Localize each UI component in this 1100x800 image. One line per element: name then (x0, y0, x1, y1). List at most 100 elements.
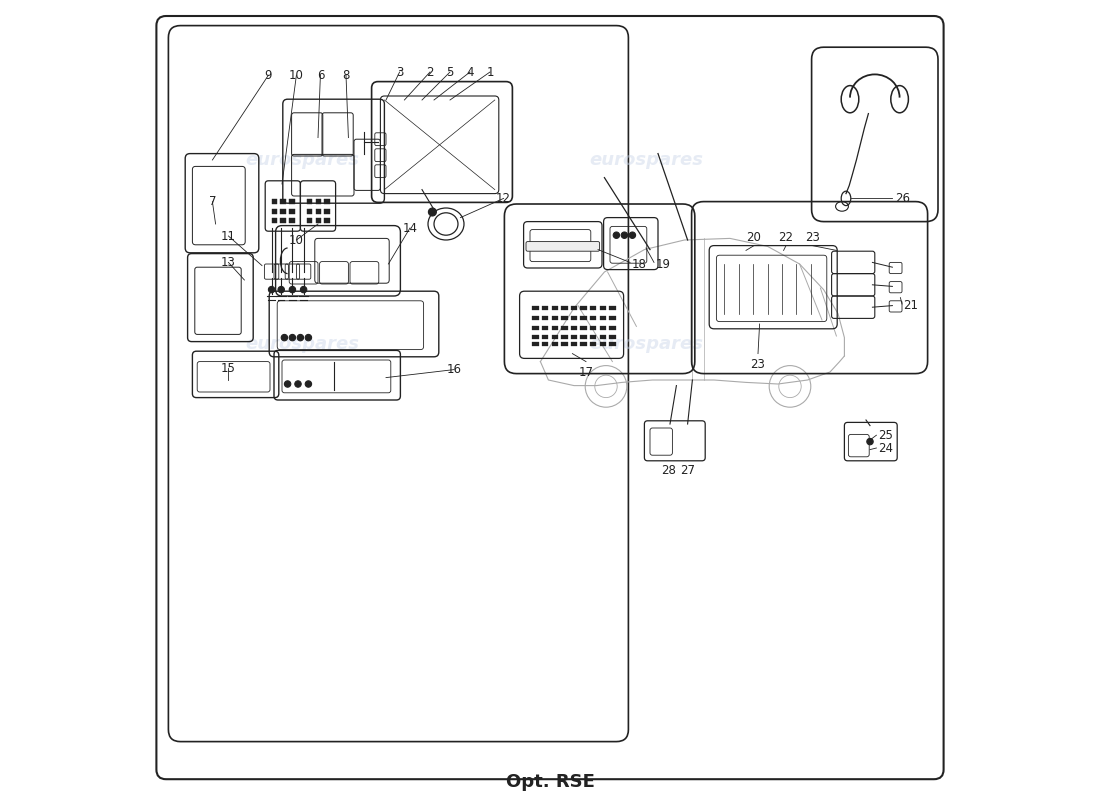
Text: Opt. RSE: Opt. RSE (506, 774, 594, 791)
Circle shape (613, 232, 619, 238)
Bar (307, 218, 312, 223)
Bar (571, 316, 578, 320)
Bar (590, 342, 596, 346)
Circle shape (285, 381, 290, 387)
Bar (561, 306, 568, 310)
Bar (542, 326, 549, 330)
Bar (289, 218, 295, 223)
Text: 12: 12 (496, 192, 512, 205)
Text: 23: 23 (750, 358, 766, 370)
Bar (590, 335, 596, 339)
Text: 25: 25 (878, 429, 893, 442)
Circle shape (289, 334, 296, 341)
Bar (324, 218, 330, 223)
Circle shape (282, 334, 287, 341)
Circle shape (300, 286, 307, 293)
Bar (542, 342, 549, 346)
Text: 20: 20 (747, 231, 761, 244)
Bar (324, 199, 330, 204)
Bar (571, 342, 578, 346)
Text: 1: 1 (486, 66, 494, 78)
Bar (551, 306, 558, 310)
Text: 28: 28 (661, 464, 675, 477)
Circle shape (278, 286, 285, 293)
Bar (551, 316, 558, 320)
Text: 7: 7 (209, 195, 216, 208)
Bar (581, 316, 586, 320)
Circle shape (867, 438, 873, 445)
Bar (316, 199, 321, 204)
Text: 8: 8 (342, 69, 350, 82)
Bar (532, 316, 539, 320)
Text: 23: 23 (805, 231, 820, 244)
Text: 21: 21 (903, 299, 918, 312)
Circle shape (629, 232, 636, 238)
Bar (561, 335, 568, 339)
Text: 15: 15 (221, 362, 235, 374)
Text: 24: 24 (878, 442, 893, 454)
Bar (532, 306, 539, 310)
Bar (609, 306, 616, 310)
Circle shape (268, 286, 275, 293)
Bar (316, 209, 321, 214)
Circle shape (621, 232, 628, 238)
Text: 26: 26 (895, 192, 911, 205)
Text: 2: 2 (427, 66, 433, 78)
Text: 10: 10 (289, 234, 304, 246)
Text: 3: 3 (396, 66, 404, 78)
Circle shape (295, 381, 301, 387)
Bar (324, 209, 330, 214)
Bar (609, 335, 616, 339)
Bar (600, 342, 606, 346)
Bar (590, 316, 596, 320)
Circle shape (428, 208, 437, 216)
Text: 22: 22 (779, 231, 793, 244)
Text: 14: 14 (403, 222, 418, 234)
Bar (272, 209, 277, 214)
Circle shape (289, 286, 296, 293)
Bar (581, 326, 586, 330)
Bar (316, 218, 321, 223)
Bar (542, 335, 549, 339)
Text: 18: 18 (631, 258, 647, 270)
Text: 4: 4 (466, 66, 474, 78)
Circle shape (297, 334, 304, 341)
Bar (542, 316, 549, 320)
Bar (609, 326, 616, 330)
Bar (280, 218, 286, 223)
Bar (561, 326, 568, 330)
FancyBboxPatch shape (526, 242, 600, 251)
Bar (600, 335, 606, 339)
Bar (551, 326, 558, 330)
Bar (600, 306, 606, 310)
Text: 19: 19 (656, 258, 671, 270)
Text: 27: 27 (680, 464, 695, 477)
Bar (289, 199, 295, 204)
Text: 16: 16 (447, 363, 462, 376)
Text: eurospares: eurospares (245, 335, 359, 353)
Bar (551, 342, 558, 346)
Bar (561, 342, 568, 346)
Bar (571, 306, 578, 310)
Bar (272, 199, 277, 204)
Text: 6: 6 (317, 69, 324, 82)
FancyBboxPatch shape (156, 16, 944, 779)
Bar (571, 335, 578, 339)
Bar (609, 316, 616, 320)
Circle shape (305, 381, 311, 387)
Text: 5: 5 (447, 66, 453, 78)
Text: eurospares: eurospares (588, 335, 703, 353)
Bar (307, 209, 312, 214)
Bar (600, 316, 606, 320)
Bar (590, 306, 596, 310)
Bar (551, 335, 558, 339)
Text: 11: 11 (221, 230, 235, 242)
Bar (289, 209, 295, 214)
Bar (532, 335, 539, 339)
Bar (532, 342, 539, 346)
Bar (581, 306, 586, 310)
Text: eurospares: eurospares (245, 151, 359, 169)
Bar (609, 342, 616, 346)
Bar (581, 335, 586, 339)
Text: 13: 13 (221, 256, 235, 269)
